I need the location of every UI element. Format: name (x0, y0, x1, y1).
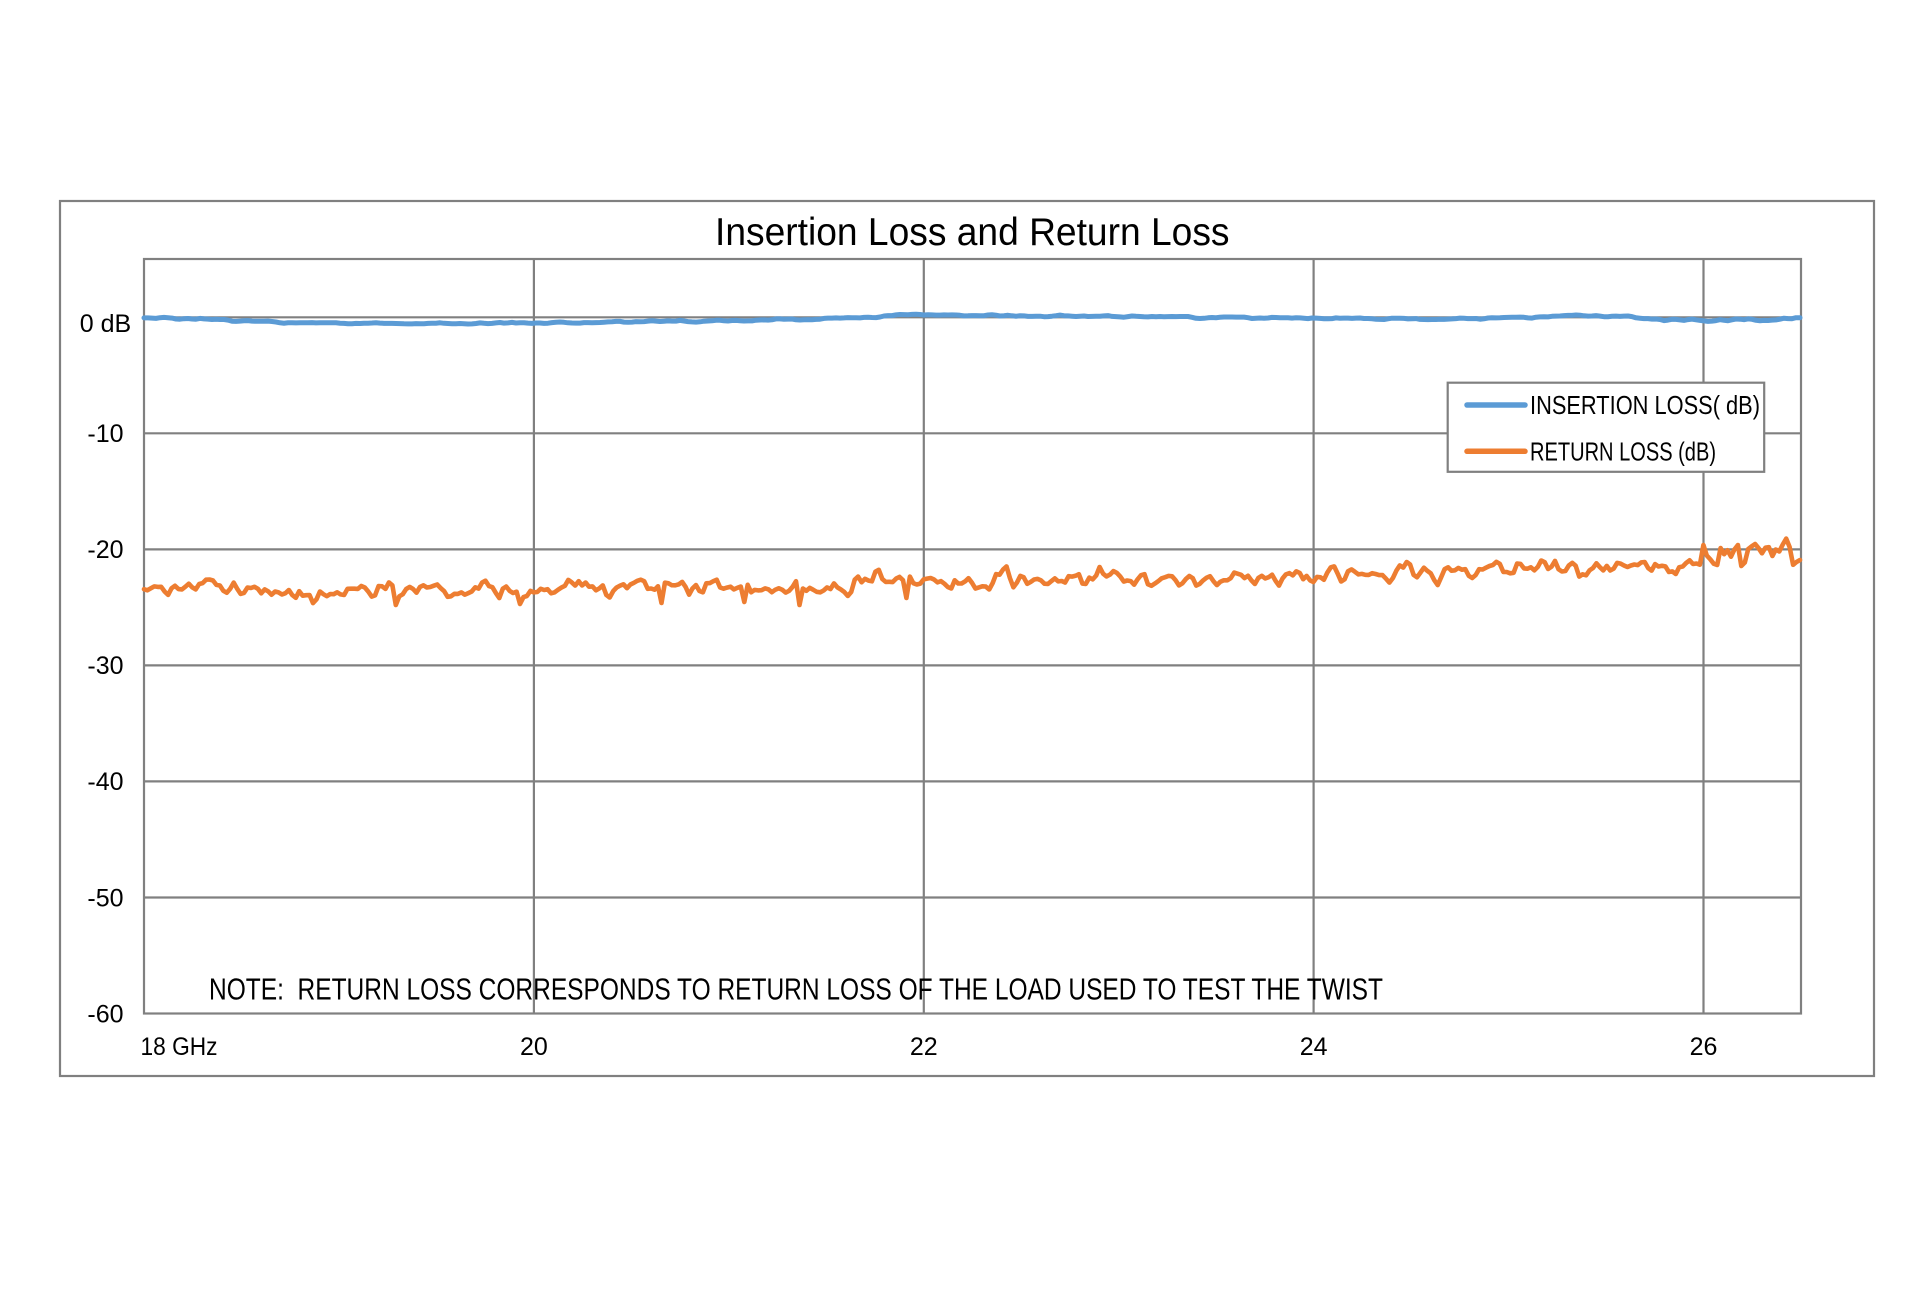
svg-text:0 dB: 0 dB (80, 310, 131, 338)
svg-text:-40: -40 (87, 768, 123, 796)
svg-text:INSERTION LOSS( dB): INSERTION LOSS( dB) (1530, 390, 1760, 420)
svg-text:Insertion Loss and Return Loss: Insertion Loss and Return Loss (715, 211, 1230, 254)
svg-text:RETURN LOSS (dB): RETURN LOSS (dB) (1530, 436, 1716, 466)
svg-text:NOTE: RETURN LOSS CORRESPONDS: NOTE: RETURN LOSS CORRESPONDS TO RETURN … (209, 973, 1383, 1007)
svg-text:20: 20 (520, 1033, 548, 1061)
svg-text:-10: -10 (87, 420, 123, 448)
svg-text:22: 22 (910, 1033, 938, 1061)
svg-text:-50: -50 (87, 884, 123, 912)
svg-text:-30: -30 (87, 652, 123, 680)
svg-text:26: 26 (1690, 1033, 1718, 1061)
svg-text:-20: -20 (87, 536, 123, 564)
svg-text:18 GHz: 18 GHz (141, 1033, 218, 1061)
svg-text:-60: -60 (87, 1000, 123, 1028)
svg-text:24: 24 (1300, 1033, 1328, 1061)
